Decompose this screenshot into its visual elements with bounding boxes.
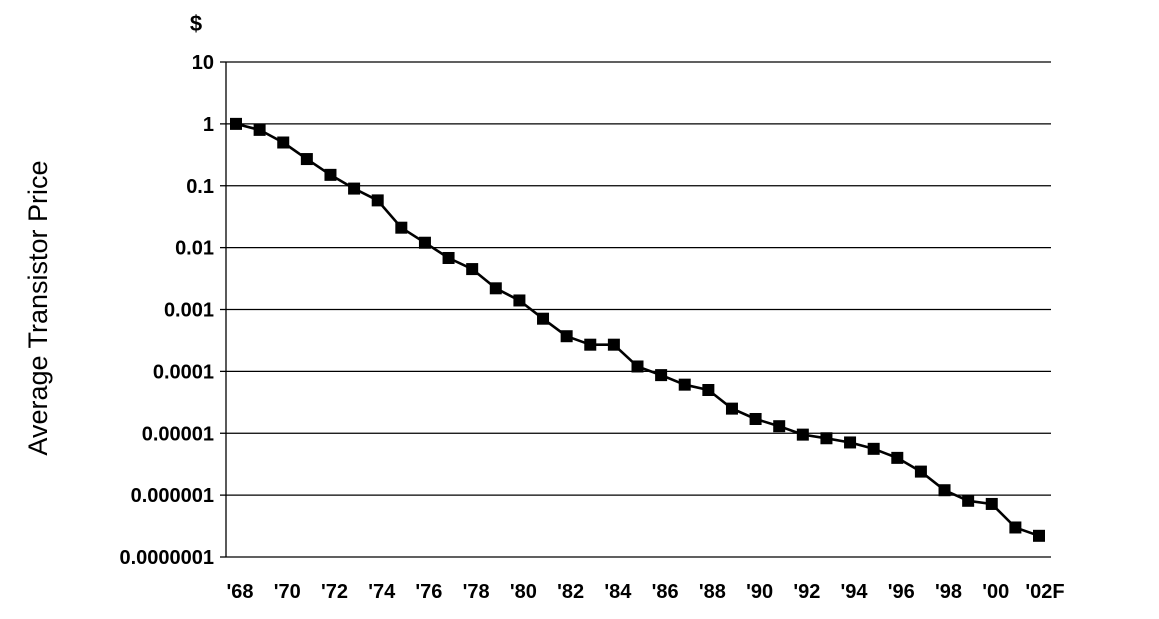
x-tick-label: '68 — [226, 581, 253, 603]
y-tick-label: 0.01 — [175, 238, 214, 260]
data-point — [867, 442, 880, 455]
x-tick-label: '98 — [935, 581, 962, 603]
x-tick-label: '88 — [699, 581, 726, 603]
x-tick-label: '76 — [415, 581, 442, 603]
y-axis-label: Average Transistor Price — [23, 160, 53, 455]
x-tick-label: '94 — [841, 581, 869, 603]
x-tick-label: '72 — [321, 581, 348, 603]
data-point — [513, 294, 526, 307]
x-tick-label: '82 — [557, 581, 584, 603]
y-tick-label: 0.001 — [164, 300, 214, 322]
x-tick-label: '74 — [368, 581, 396, 603]
data-point — [1033, 529, 1045, 542]
data-point — [985, 497, 998, 510]
x-tick-label: '00 — [982, 581, 1009, 603]
x-tick-label: '80 — [510, 581, 537, 603]
data-point — [938, 484, 951, 497]
x-tick-label: '84 — [604, 581, 632, 603]
data-point — [560, 330, 573, 343]
data-point — [489, 282, 502, 295]
data-point — [820, 432, 833, 445]
data-point — [773, 420, 786, 433]
x-tick-label: '02F — [1025, 581, 1064, 603]
x-tick-label: '90 — [746, 581, 773, 603]
data-point — [418, 236, 431, 249]
data-point — [749, 412, 762, 425]
y-tick-label: 0.00001 — [142, 423, 214, 445]
y-tick-label: 0.0001 — [153, 361, 214, 383]
x-tick-label: '78 — [463, 581, 490, 603]
y-tick-label: 0.1 — [186, 176, 214, 198]
y-tick-label: 0.0000001 — [119, 547, 214, 569]
y-tick-label: 1 — [203, 114, 214, 136]
y-tick-label: 10 — [192, 52, 214, 74]
data-point — [891, 451, 904, 464]
data-point — [796, 428, 809, 441]
data-point — [631, 360, 644, 373]
data-point — [466, 263, 479, 276]
data-point — [1009, 521, 1022, 534]
data-point — [442, 251, 455, 264]
data-point — [253, 123, 266, 136]
y-unit-label: $ — [190, 11, 202, 36]
data-point — [371, 194, 384, 207]
x-tick-labels: '68 '70 '72 '74 '76 '78 '80 '82 '84 '86 '88 '90 '92 '… — [226, 581, 1064, 603]
data-point — [277, 136, 290, 149]
data-point — [537, 312, 550, 325]
data-point — [324, 168, 337, 181]
x-tick-label: '70 — [274, 581, 301, 603]
data-point — [230, 117, 242, 130]
y-tick-labels: 10 1 0.1 0.01 0.001 0.0001 0.00001 0.000001 0.00… — [119, 52, 214, 569]
data-point — [348, 182, 361, 195]
x-tick-label: '92 — [793, 581, 820, 603]
data-point — [584, 338, 597, 351]
data-point — [300, 153, 313, 166]
grid-lines — [220, 61, 1051, 558]
data-point — [914, 465, 927, 478]
x-tick-label: '86 — [652, 581, 679, 603]
data-point — [725, 402, 738, 415]
data-point — [844, 436, 857, 449]
data-point — [962, 494, 975, 507]
series-line — [230, 117, 1045, 542]
data-point — [655, 369, 668, 382]
x-tick-label: '96 — [888, 581, 915, 603]
data-point — [678, 378, 691, 391]
data-point — [395, 221, 408, 234]
data-point — [607, 338, 620, 351]
data-point — [702, 384, 715, 397]
y-tick-label: 0.000001 — [131, 485, 214, 507]
